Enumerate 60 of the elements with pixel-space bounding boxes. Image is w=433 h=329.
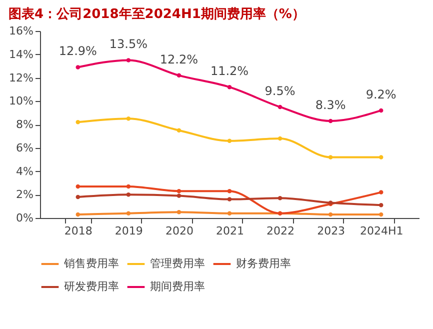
point [126, 116, 131, 121]
y-tick-label: 12% [9, 71, 34, 84]
legend-label: 研发费用率 [64, 280, 119, 293]
y-tick-label: 14% [9, 48, 34, 61]
x-tick-label: 2022 [266, 224, 295, 238]
data-label: 9.5% [264, 84, 296, 98]
point [176, 210, 182, 214]
legend-label: 财务费用率 [236, 257, 291, 270]
y-tick-label: 6% [16, 141, 34, 154]
point [378, 108, 384, 113]
x-tick-label: 2018 [64, 224, 92, 238]
point [176, 189, 182, 194]
data-label: 9.2% [366, 87, 396, 102]
point [76, 65, 80, 70]
point [378, 190, 384, 194]
point [278, 136, 282, 141]
point [76, 194, 80, 200]
x-tick-label: 2019 [114, 224, 143, 238]
y-tick-label: 8% [16, 118, 34, 131]
point [76, 184, 80, 189]
x-tick-label: 2024H1 [360, 224, 404, 238]
point [328, 118, 333, 124]
data-label: 13.5% [109, 37, 148, 52]
point [176, 73, 182, 78]
point [227, 197, 232, 202]
y-tick-label: 2% [16, 188, 34, 202]
point [126, 192, 131, 197]
data-label: 11.2% [210, 64, 249, 78]
data-label: 12.2% [160, 52, 198, 66]
point [227, 84, 232, 90]
x-tick-label: 2023 [317, 224, 346, 238]
y-tick-label: 16% [9, 24, 34, 38]
point [126, 58, 131, 62]
legend-label: 期间费用率 [150, 280, 205, 293]
point [76, 212, 80, 217]
point [227, 138, 232, 143]
point [126, 184, 131, 189]
point [227, 189, 232, 194]
x-tick-label: 2021 [216, 224, 244, 238]
point [126, 211, 131, 216]
x-tick-label: 2020 [165, 224, 194, 238]
legend-label: 销售费用率 [63, 257, 119, 270]
point [328, 212, 333, 217]
legend-label: 管理费用率 [150, 257, 205, 270]
data-label: 8.3% [315, 98, 346, 112]
point [278, 104, 282, 110]
y-tick-label: 4% [16, 164, 34, 178]
point [378, 203, 384, 208]
data-label: 12.9% [58, 44, 97, 58]
point [76, 120, 80, 124]
point [328, 155, 333, 160]
point [227, 211, 232, 216]
point [378, 212, 384, 217]
point [378, 155, 384, 160]
point [176, 128, 182, 132]
y-tick-label: 10% [9, 94, 34, 108]
point [278, 196, 282, 200]
y-tick-label: 0% [16, 212, 34, 224]
point [176, 194, 182, 198]
chart-title: 图表4：公司2018年至2024H1期间费用率（%） [8, 6, 305, 22]
